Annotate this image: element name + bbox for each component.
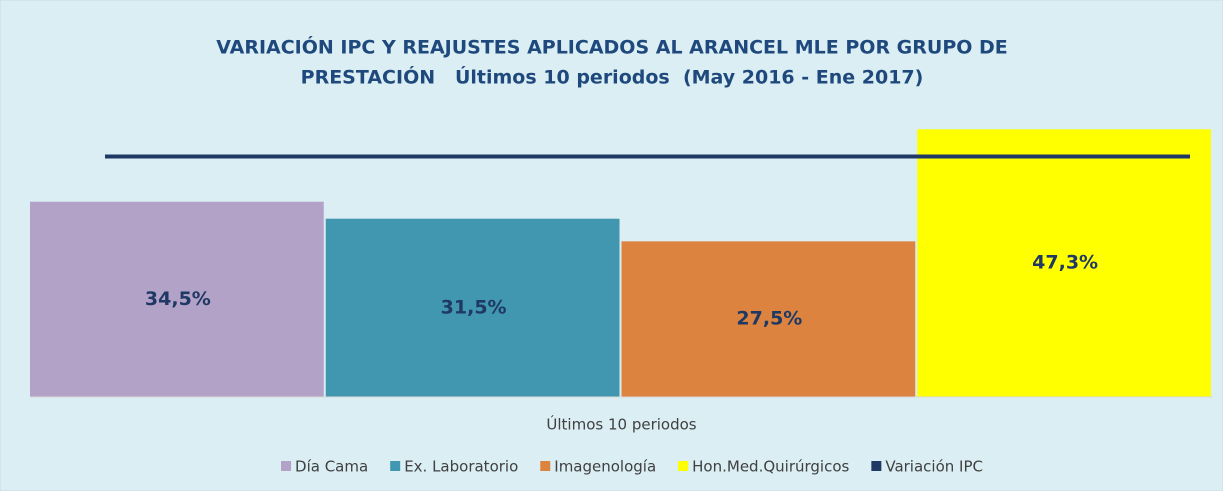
- x-tick-label: Últimos 10 periodos: [546, 415, 696, 434]
- data-label: 47,3%: [1032, 252, 1098, 274]
- legend-swatch: [540, 461, 551, 471]
- bar: [917, 129, 1211, 398]
- legend-label: Ex. Laboratorio: [404, 458, 518, 476]
- data-label: 31,5%: [441, 296, 507, 318]
- chart-title: VARIACIÓN IPC Y REAJUSTES APLICADOS AL A…: [216, 35, 1008, 59]
- legend-swatch: [390, 461, 401, 471]
- legend-label: Imagenología: [554, 458, 656, 476]
- legend-label: Día Cama: [295, 458, 368, 476]
- legend-label: Variación IPC: [885, 458, 983, 476]
- bar: [325, 218, 620, 397]
- legend-swatch: [678, 461, 689, 471]
- bar: [30, 201, 324, 397]
- legend-swatch: [281, 461, 292, 471]
- legend-swatch: [871, 461, 882, 471]
- bar: [621, 241, 916, 397]
- data-label: 34,5%: [145, 288, 211, 310]
- legend-label: Hon.Med.Quirúrgicos: [692, 458, 849, 476]
- data-label: 27,5%: [736, 308, 802, 330]
- chart-title: PRESTACIÓN Últimos 10 periodos (May 2016…: [301, 65, 924, 89]
